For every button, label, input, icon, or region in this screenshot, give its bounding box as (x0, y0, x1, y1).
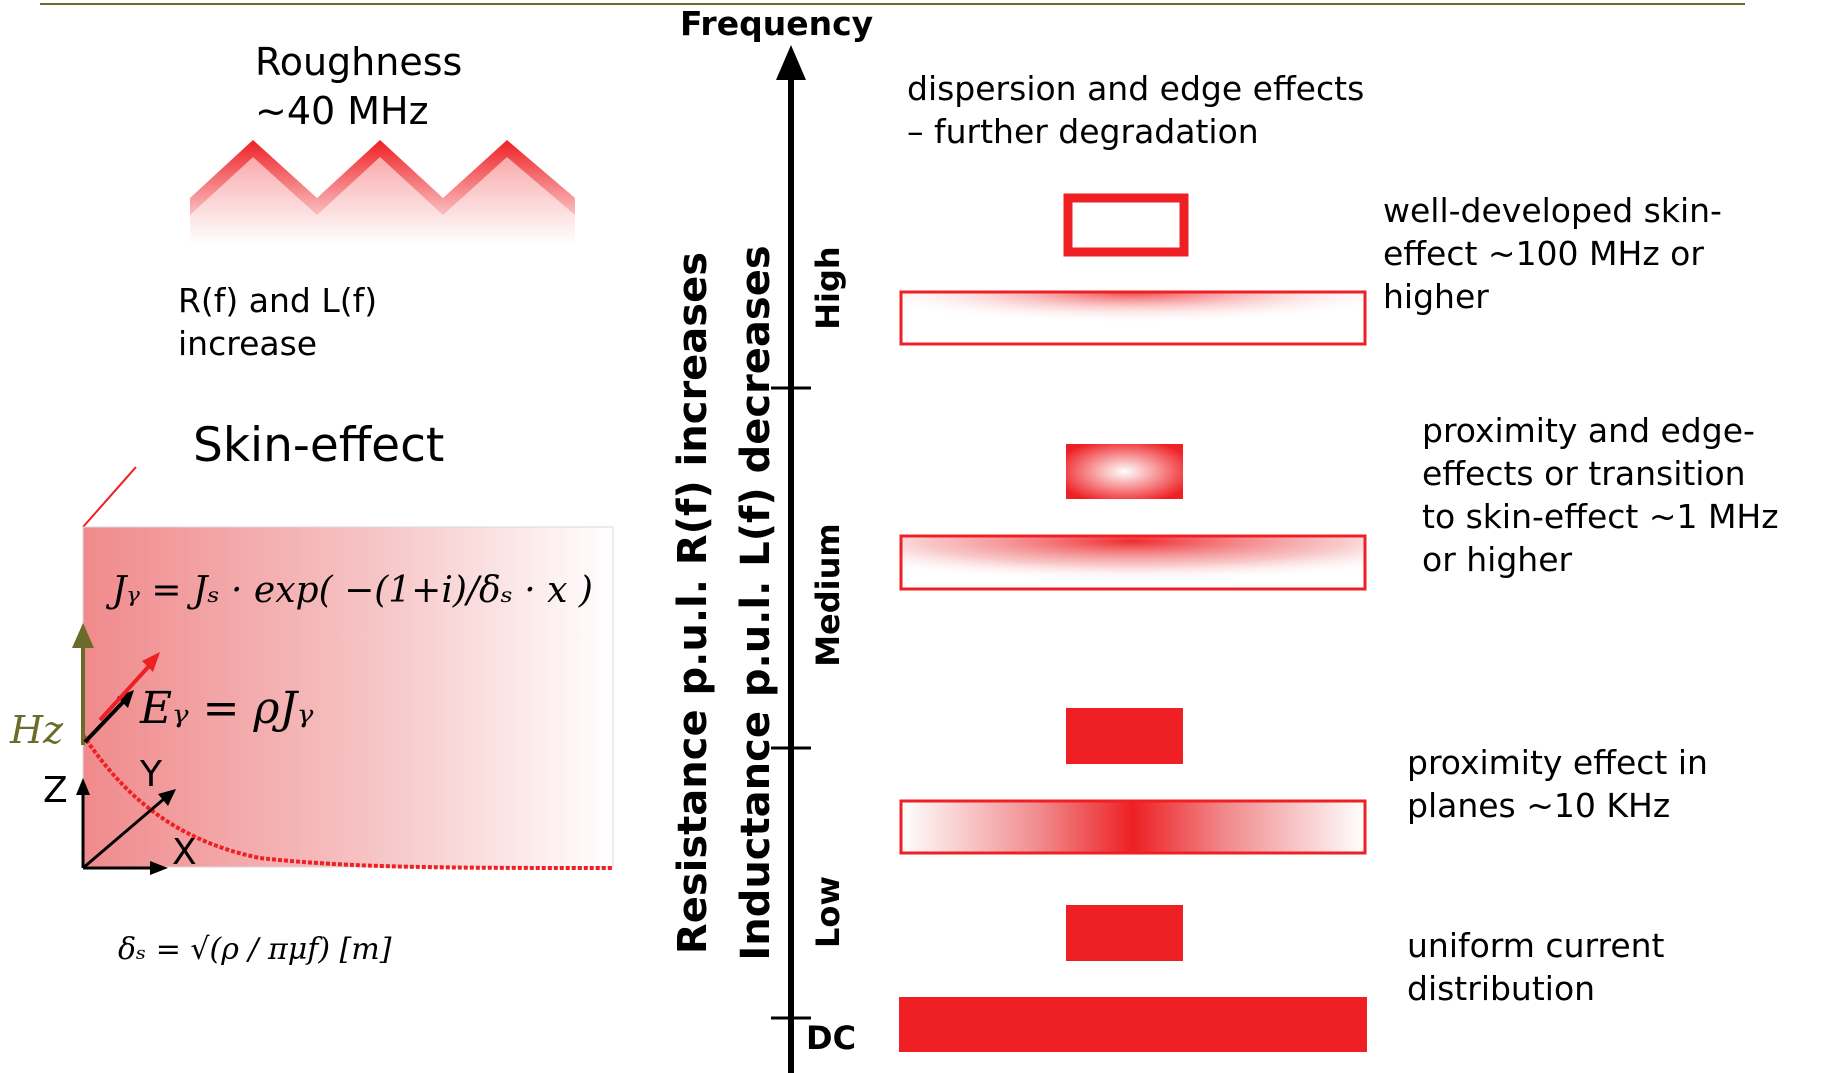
prox-edge-line-2: effects or transition (1422, 453, 1746, 493)
dispersion-line-2: – further degradation (907, 111, 1259, 151)
prox-planes-line-1: proximity effect in (1407, 743, 1708, 782)
well-line-2: effect ~100 MHz or (1383, 233, 1704, 273)
frequency-label: Frequency (680, 4, 874, 43)
well-developed-skin-text: well-developed skin- effect ~100 MHz or … (1383, 190, 1722, 319)
high-conductor-strip (899, 290, 1367, 346)
proximity-planes-text: proximity effect in planes ~10 KHz (1407, 742, 1708, 828)
skin-effect-title: Skin-effect (193, 418, 445, 473)
dc-conductor-strip (899, 997, 1367, 1052)
uniform-line-1: uniform current (1407, 926, 1665, 965)
low-conductor-strip (899, 799, 1367, 855)
band-high-label: High (809, 246, 847, 330)
current-density-equation: Jᵧ = Jₛ · exp( −(1+i)/δₛ · x ) (112, 570, 593, 611)
dispersion-text: dispersion and edge effects – further de… (907, 68, 1364, 154)
rl-line-1: R(f) and L(f) (178, 281, 378, 320)
resistance-label: Resistance p.u.l. R(f) increases (670, 251, 716, 955)
band-medium-label: Medium (809, 523, 847, 667)
roughness-title: Roughness ~40 MHz (255, 38, 462, 137)
prox-edge-line-3: to skin-effect ~1 MHz (1422, 496, 1779, 536)
band-dc-label: DC (806, 1019, 857, 1057)
z-axis-label: Z (43, 770, 68, 811)
inductance-label: Inductance p.u.l. L(f) decreases (733, 245, 779, 961)
prox-edge-line-1: proximity and edge- (1422, 411, 1755, 450)
skin-depth-equation: δₛ = √(ρ / πμf) [m] (118, 932, 392, 967)
roughness-frequency: ~40 MHz (255, 89, 429, 134)
well-line-3: higher (1383, 276, 1489, 316)
medium-conductor-box (1066, 444, 1183, 499)
roughness-title-line: Roughness (255, 40, 463, 84)
uniform-line-2: distribution (1407, 968, 1596, 1008)
high-conductor-box (1063, 193, 1189, 257)
roughness-zigzag-icon (190, 140, 575, 245)
rl-increase-text: R(f) and L(f) increase (178, 280, 377, 366)
dispersion-line-1: dispersion and edge effects (907, 69, 1365, 108)
electric-field-equation: Eᵧ = ρJᵧ (140, 683, 314, 734)
skin-effect-panel (81, 466, 614, 870)
frequency-axis (771, 45, 811, 1073)
dc-conductor-box (1066, 905, 1183, 961)
band-low-label: Low (809, 876, 847, 948)
xyz-axes-icon (72, 623, 176, 875)
prox-planes-line-2: planes ~10 KHz (1407, 785, 1671, 825)
well-line-1: well-developed skin- (1383, 191, 1722, 230)
rl-line-2: increase (178, 323, 318, 363)
medium-conductor-strip (899, 534, 1367, 591)
y-axis-label: Y (140, 754, 162, 795)
low-conductor-box (1066, 708, 1183, 764)
prox-edge-line-4: or higher (1422, 539, 1573, 579)
hz-label: Hz (10, 708, 64, 752)
proximity-edge-text: proximity and edge- effects or transitio… (1422, 410, 1779, 582)
uniform-current-text: uniform current distribution (1407, 925, 1664, 1011)
x-axis-label: X (172, 832, 197, 873)
